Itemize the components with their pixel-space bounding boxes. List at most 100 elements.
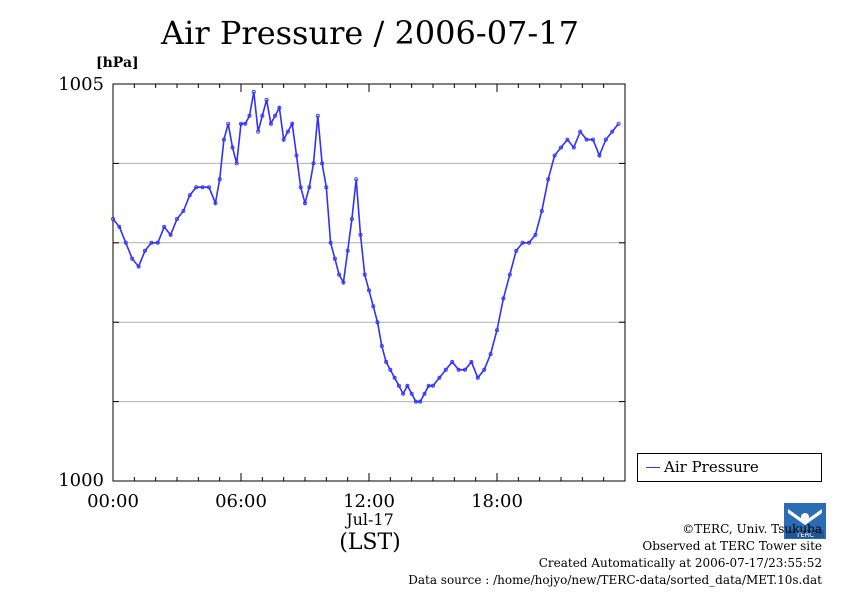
data-point xyxy=(362,272,367,277)
data-point xyxy=(539,208,544,213)
data-point xyxy=(230,145,235,150)
data-point xyxy=(597,153,602,158)
data-point xyxy=(488,351,493,356)
data-point xyxy=(251,89,256,94)
data-point xyxy=(418,399,423,404)
data-point xyxy=(181,208,186,213)
data-point xyxy=(371,304,376,309)
data-point xyxy=(324,185,329,190)
data-point xyxy=(384,359,389,364)
x-tick-label-0000: 00:00 xyxy=(87,491,139,512)
data-point xyxy=(546,177,551,182)
x-date-label: Jul-17 xyxy=(346,510,394,529)
data-point xyxy=(514,248,519,253)
legend-entry-air-pressure: Air Pressure xyxy=(664,458,759,476)
data-point xyxy=(142,248,147,253)
data-point xyxy=(168,232,173,237)
data-point xyxy=(174,216,179,221)
data-point xyxy=(475,375,480,380)
plot-frame xyxy=(112,83,626,482)
data-point xyxy=(238,121,243,126)
data-point xyxy=(332,256,337,261)
data-point xyxy=(123,240,128,245)
data-point xyxy=(111,216,116,221)
data-point xyxy=(268,121,273,126)
data-point xyxy=(273,113,278,118)
x-tick-label-0600: 06:00 xyxy=(215,491,267,512)
data-point xyxy=(341,280,346,285)
data-point xyxy=(226,121,231,126)
chart-title: Air Pressure / 2006-07-17 xyxy=(161,14,579,52)
data-point xyxy=(217,177,222,182)
data-point xyxy=(501,296,506,301)
data-point xyxy=(345,248,350,253)
data-point xyxy=(194,185,199,190)
data-point xyxy=(136,264,141,269)
footer-created: Created Automatically at 2006-07-17/23:5… xyxy=(538,556,822,570)
data-point xyxy=(290,121,295,126)
legend-swatch xyxy=(646,467,660,468)
data-point xyxy=(375,320,380,325)
data-point xyxy=(401,391,406,396)
data-point xyxy=(366,288,371,293)
legend: Air Pressure xyxy=(637,453,822,482)
x-tick-label-1200: 12:00 xyxy=(343,491,395,512)
data-point xyxy=(337,272,342,277)
data-point xyxy=(494,328,499,333)
footer-copyright: ©TERC, Univ. Tsukuba xyxy=(682,522,822,536)
data-point xyxy=(155,240,160,245)
data-point xyxy=(396,383,401,388)
data-point xyxy=(213,201,218,206)
data-point xyxy=(559,145,564,150)
data-point xyxy=(221,137,226,142)
data-point xyxy=(260,113,265,118)
footer-source: Data source : /home/hojyo/new/TERC-data/… xyxy=(408,573,822,587)
series-group xyxy=(111,89,621,404)
data-point xyxy=(298,185,303,190)
data-point xyxy=(552,153,557,158)
data-point xyxy=(413,399,418,404)
axis-ticks xyxy=(112,83,626,482)
data-point xyxy=(358,232,363,237)
data-point xyxy=(392,375,397,380)
data-point xyxy=(527,240,532,245)
data-point xyxy=(533,232,538,237)
data-point xyxy=(456,367,461,372)
data-point xyxy=(354,177,359,182)
data-point xyxy=(320,161,325,166)
data-point xyxy=(200,185,205,190)
terc-logo: TERC xyxy=(784,503,826,539)
y-tick-label-min: 1000 xyxy=(58,470,104,491)
data-point xyxy=(302,201,307,206)
data-point xyxy=(426,383,431,388)
data-point xyxy=(520,240,525,245)
data-point xyxy=(315,113,320,118)
data-point xyxy=(578,129,583,134)
data-point xyxy=(430,383,435,388)
grid-lines xyxy=(113,162,625,403)
data-point xyxy=(117,224,122,229)
data-point xyxy=(616,121,621,126)
data-point xyxy=(388,367,393,372)
data-point xyxy=(311,161,316,166)
data-point xyxy=(277,105,282,110)
data-point xyxy=(409,391,414,396)
data-point xyxy=(584,137,589,142)
data-point xyxy=(187,193,192,198)
y-axis-unit: [hPa] xyxy=(96,55,139,71)
data-point xyxy=(294,153,299,158)
data-point xyxy=(610,129,615,134)
data-point xyxy=(149,240,154,245)
data-point xyxy=(443,367,448,372)
series-line-0 xyxy=(112,91,620,403)
data-point xyxy=(247,113,252,118)
data-point xyxy=(307,185,312,190)
data-point xyxy=(243,121,248,126)
data-point xyxy=(469,359,474,364)
data-point xyxy=(565,137,570,142)
data-point xyxy=(603,137,608,142)
data-point xyxy=(281,137,286,142)
data-point xyxy=(162,224,167,229)
data-point xyxy=(349,216,354,221)
